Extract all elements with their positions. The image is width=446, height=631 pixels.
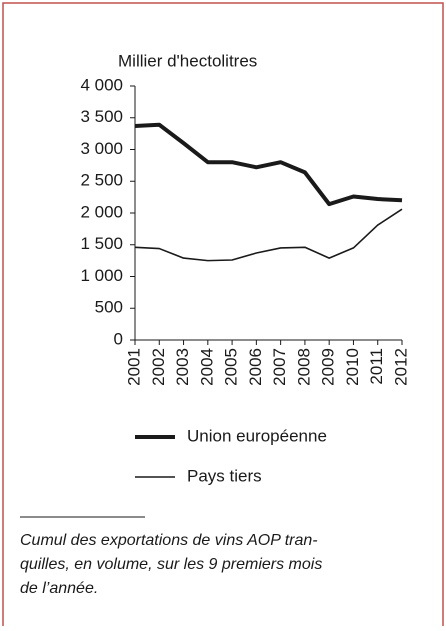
x-tick-label: 2001 [124, 348, 143, 386]
y-tick-label: 500 [95, 298, 123, 317]
x-tick-label: 2009 [319, 348, 338, 386]
y-axis-label: Millier d'hectolitres [118, 51, 257, 70]
note: de l’année. [20, 580, 98, 597]
x-tick-label: 2012 [391, 348, 410, 386]
legend-label: Union européenne [187, 426, 327, 445]
x-tick-label: 2005 [222, 348, 241, 386]
note: quilles, en volume, sur les 9 premiers m… [20, 556, 322, 573]
note: Cumul des exportations de vins AOP tran- [20, 532, 318, 549]
x-tick-label: 2003 [173, 348, 192, 386]
series-line [134, 208, 403, 262]
series-line [134, 122, 403, 207]
y-tick-label: 3 500 [80, 107, 123, 126]
x-tick-label: 2006 [246, 348, 265, 386]
y-tick-label: 1 000 [80, 266, 123, 285]
y-tick-label: 3 000 [80, 139, 123, 158]
y-tick-label: 4 000 [80, 75, 123, 94]
y-tick-label: 2 000 [80, 202, 123, 221]
legend-label: Pays tiers [187, 466, 262, 485]
x-tick-label: 2007 [270, 348, 289, 386]
y-tick-label: 1 500 [80, 234, 123, 253]
x-tick-label: 2011 [367, 348, 386, 385]
x-tick-label: 2002 [149, 348, 168, 386]
x-tick-label: 2008 [294, 348, 313, 386]
y-tick-label: 0 [114, 329, 123, 348]
x-tick-label: 2004 [197, 348, 216, 386]
y-tick-label: 2 500 [80, 171, 123, 190]
x-tick-label: 2010 [343, 348, 362, 386]
